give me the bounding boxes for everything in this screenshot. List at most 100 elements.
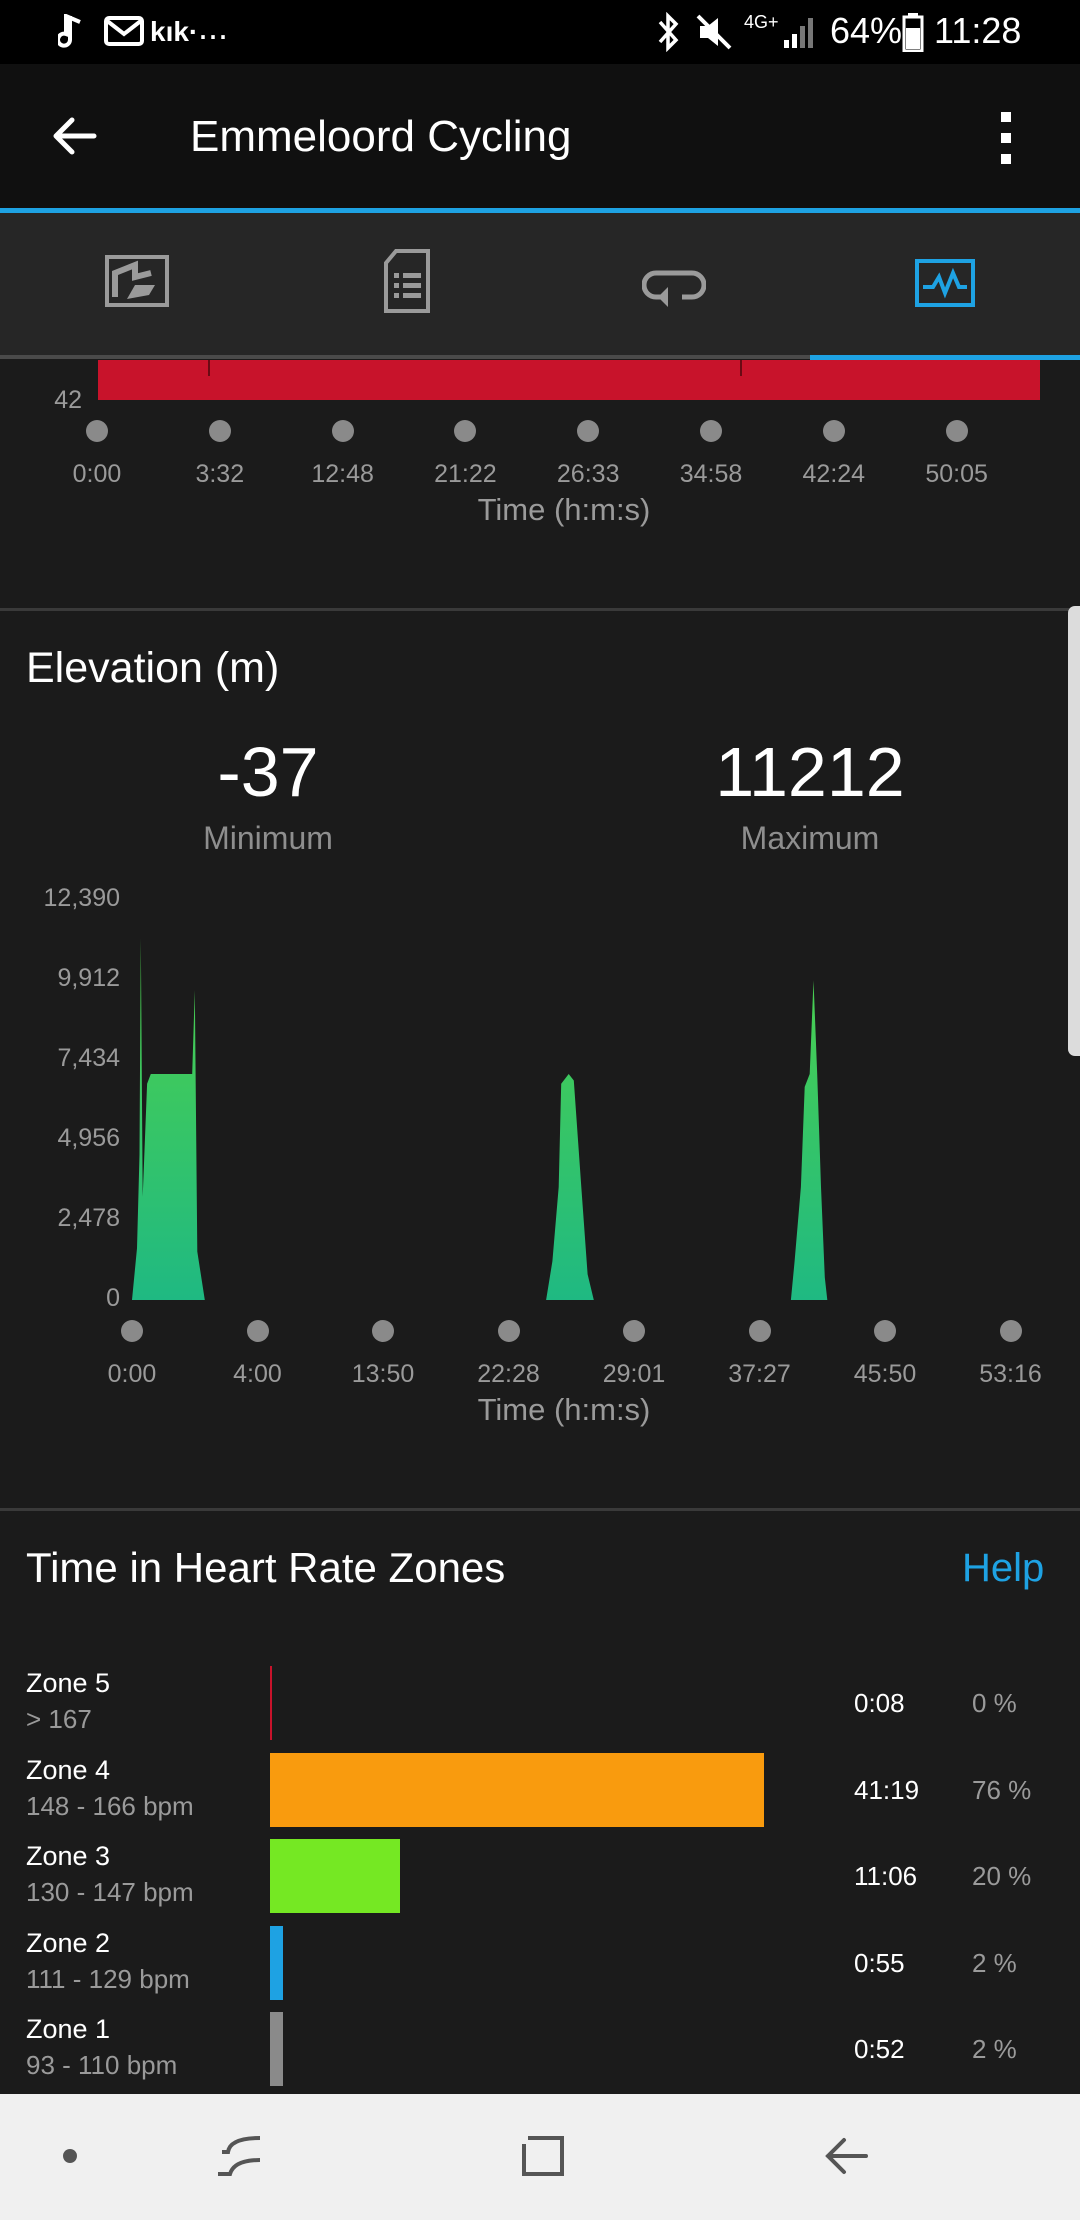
zone-bar xyxy=(270,2012,283,2086)
top-chart-gridline xyxy=(208,360,210,376)
tab-divider xyxy=(0,355,810,359)
zone-bar xyxy=(270,1666,272,1740)
page-title: Emmeloord Cycling xyxy=(190,112,572,161)
back-icon[interactable] xyxy=(822,2134,872,2178)
elevation-x-dot xyxy=(999,1320,1022,1342)
zone-bar xyxy=(270,1925,283,2000)
top-chart-x-dot xyxy=(331,420,354,442)
top-chart-bar xyxy=(98,360,1040,400)
zone-range: 93 - 110 bpm xyxy=(26,2050,178,2080)
help-link[interactable]: Help xyxy=(962,1546,1045,1590)
top-chart-x-dot xyxy=(86,420,108,442)
elevation-x-dot xyxy=(246,1320,269,1342)
top-chart-x-title: Time (h:m:s) xyxy=(477,492,651,527)
recents-icon[interactable] xyxy=(216,2134,264,2180)
top-chart-gridline xyxy=(740,360,742,376)
top-chart-x-dot xyxy=(454,420,477,442)
elevation-x-tick: 29:01 xyxy=(602,1360,666,1388)
elevation-minimum-value: -37 xyxy=(217,733,319,811)
tab-laps[interactable] xyxy=(540,213,810,358)
laps-icon xyxy=(642,270,706,307)
top-chart-x-dot xyxy=(208,420,231,442)
elevation-x-dot xyxy=(372,1320,394,1342)
elevation-chart xyxy=(132,938,828,1300)
top-chart-x-dot xyxy=(945,420,968,442)
zone-range: 130 - 147 bpm xyxy=(26,1877,194,1907)
top-chart-x-dot xyxy=(577,420,600,442)
zone-range: 148 - 166 bpm xyxy=(26,1790,194,1821)
signal-icon xyxy=(784,18,813,48)
top-chart-x-tick: 26:33 xyxy=(556,460,620,488)
zone-percent: 2 % xyxy=(972,2034,1017,2064)
status-bar: kık· ... 4G+ 64% 11:28 xyxy=(0,0,1080,64)
battery-icon xyxy=(902,13,924,52)
zone-name: Zone 1 xyxy=(26,2014,111,2044)
elevation-x-dot xyxy=(623,1320,645,1342)
elevation-x-dot xyxy=(748,1320,771,1342)
kik-label: kık· xyxy=(150,16,199,47)
overflow-menu-icon[interactable] xyxy=(994,108,1018,168)
top-chart-x-tick: 42:24 xyxy=(802,460,866,488)
elevation-x-tick: 13:50 xyxy=(351,1360,415,1388)
chart-icon xyxy=(915,259,975,307)
elevation-y-tick: 0 xyxy=(106,1284,120,1312)
top-chart-x-tick: 12:48 xyxy=(311,460,374,488)
zone-time: 41:19 xyxy=(854,1774,920,1805)
zone-percent: 2 % xyxy=(972,1947,1017,1978)
zone-percent: 0 % xyxy=(972,1688,1017,1718)
top-chart-x-tick: 21:22 xyxy=(434,460,497,488)
tab-map[interactable] xyxy=(0,213,270,358)
tab-bar xyxy=(0,213,1080,358)
elevation-x-tick: 37:27 xyxy=(728,1360,791,1388)
elevation-area xyxy=(132,938,828,1300)
tab-selected-indicator xyxy=(810,355,1080,360)
dot-icon[interactable] xyxy=(63,2149,77,2163)
elevation-x-dot xyxy=(497,1320,520,1342)
hr-zones-title: Time in Heart Rate Zones xyxy=(26,1544,506,1591)
scrollbar-thumb[interactable] xyxy=(1068,606,1080,1056)
music-note-icon xyxy=(58,14,81,48)
top-chart-y-label: 42 xyxy=(54,386,82,414)
top-chart-x-tick: 50:05 xyxy=(925,460,988,488)
top-chart-x-tick: 0:00 xyxy=(72,460,122,488)
section-divider xyxy=(0,608,1080,611)
elevation-x-tick: 0:00 xyxy=(107,1360,157,1388)
zone-percent: 20 % xyxy=(972,1861,1032,1891)
system-nav-bar xyxy=(0,2094,1080,2220)
home-icon[interactable] xyxy=(520,2132,566,2178)
elevation-minimum-label: Minimum xyxy=(203,820,333,856)
more-notifications: ... xyxy=(198,6,229,47)
app-bar-accent-line xyxy=(0,208,1080,213)
zone-bar xyxy=(270,1752,764,1827)
network-type: 4G+ xyxy=(744,12,779,32)
zone-name: Zone 3 xyxy=(26,1841,111,1871)
elevation-maximum-value: 11212 xyxy=(715,733,905,811)
zone-time: 0:55 xyxy=(854,1947,905,1978)
zone-time: 0:52 xyxy=(854,2034,905,2064)
zone-name: Zone 2 xyxy=(26,1927,111,1958)
email-icon xyxy=(104,16,144,46)
elevation-y-tick: 12,390 xyxy=(43,884,120,912)
elevation-maximum-label: Maximum xyxy=(740,820,880,856)
section-divider xyxy=(0,1508,1080,1511)
top-chart-x-tick: 3:32 xyxy=(195,460,245,488)
back-arrow-icon[interactable] xyxy=(50,116,98,156)
bluetooth-icon xyxy=(658,12,679,52)
elevation-x-tick: 53:16 xyxy=(979,1360,1042,1388)
tab-charts[interactable] xyxy=(810,213,1080,358)
mute-icon xyxy=(696,14,732,50)
elevation-x-tick: 22:28 xyxy=(477,1360,540,1388)
zone-bar xyxy=(270,1839,400,1913)
document-list-icon xyxy=(384,249,430,313)
zone-time: 0:08 xyxy=(854,1688,905,1718)
clock: 11:28 xyxy=(934,10,1022,51)
zone-time: 11:06 xyxy=(854,1861,918,1891)
map-icon xyxy=(105,255,169,307)
elevation-x-tick: 45:50 xyxy=(853,1360,917,1388)
top-chart-x-tick: 34:58 xyxy=(679,460,743,488)
elevation-x-tick: 4:00 xyxy=(233,1360,282,1388)
elevation-title: Elevation (m) xyxy=(26,644,280,692)
zone-name: Zone 5 xyxy=(26,1668,111,1698)
tab-details[interactable] xyxy=(270,213,540,358)
elevation-y-tick: 2,478 xyxy=(57,1204,120,1232)
